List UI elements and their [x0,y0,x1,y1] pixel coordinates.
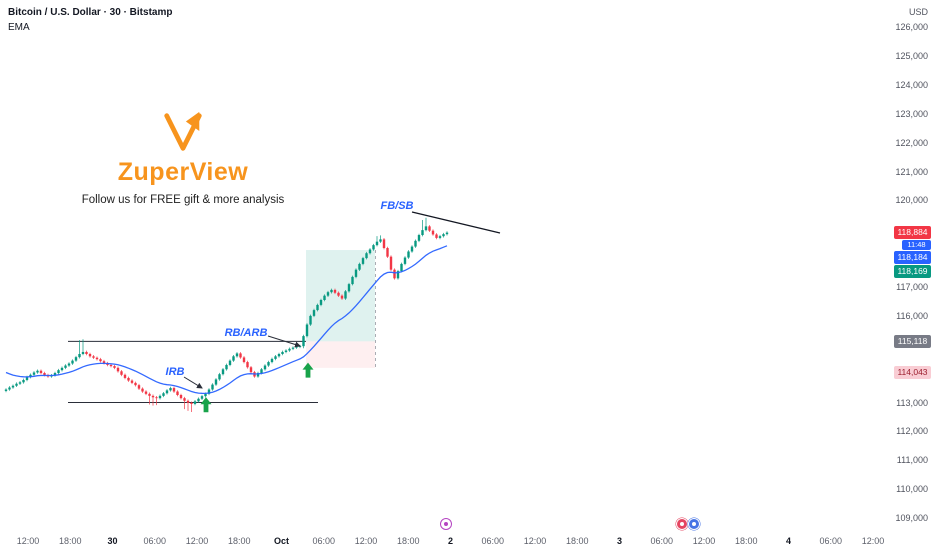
candles [4,217,449,413]
time-axis-label: 2 [447,536,454,546]
brand-tagline: Follow us for FREE gift & more analysis [81,194,285,206]
price-axis-label: 113,000 [896,397,928,408]
time-axis-label: 12:00 [861,536,885,546]
price-axis-label: 124,000 [895,79,928,90]
ema-line[interactable] [5,245,448,395]
time-axis-label: 06:00 [143,536,167,546]
time-axis-label: 30 [107,536,118,546]
time-axis-label: 12:00 [354,536,378,546]
zuperview-logo-icon [164,111,202,151]
buy-arrow-icon[interactable] [302,362,314,378]
price-axis-label: 116,000 [896,310,928,321]
time-axis-label: 3 [616,536,623,546]
time-axis[interactable]: 12:00 18:00 30 06:00 12:00 18:00 Oct 06:00 12:00… [0,535,932,550]
price-axis-label: 121,000 [895,166,928,177]
indicator-legend-ema[interactable]: EMA [8,22,30,33]
economic-event-icon[interactable] [676,518,688,530]
price-axis-label: 122,000 [895,137,928,148]
price-axis-label: 123,000 [895,108,928,119]
annotation-arrow [267,335,301,348]
price-axis-label: 126,000 [895,22,928,33]
price-axis-label: 110,000 [896,484,928,495]
indicator-price-tag: 118,169 [894,265,931,279]
symbol-legend: Bitcoin / U.S. Dollar · 30 · Bitstamp EM… [8,7,172,33]
time-axis-label: 18:00 [396,536,420,546]
time-axis-label: 18:00 [58,536,82,546]
time-axis-label: 06:00 [312,536,336,546]
time-axis-label: 12:00 [185,536,209,546]
risk-zone-red[interactable] [306,341,375,368]
price-axis-label: 109,000 [895,513,928,523]
time-axis-label: 18:00 [734,536,758,546]
symbol-title[interactable]: Bitcoin / U.S. Dollar · 30 · Bitstamp [8,7,173,18]
brand-watermark: ZuperView Follow us for FREE gift & more… [68,108,298,206]
price-axis-label: 111,000 [896,455,928,466]
level-price-tag: 115,118 [894,334,931,348]
time-axis-label: 12:00 [16,536,40,546]
economic-event-icon[interactable] [688,518,700,530]
fb-sb-label[interactable]: FB/SB [381,200,414,212]
demand-zone-green[interactable] [306,250,375,342]
price-axis-label: 117,000 [896,282,928,292]
trendline[interactable] [411,211,501,234]
price-axis-label: 120,000 [895,195,928,206]
last-price-tag: 118,884 [894,226,931,240]
price-axis-label: 125,000 [895,51,928,61]
time-axis-label: Oct [273,536,290,546]
irb-label[interactable]: IRB [166,366,185,378]
rb-arb-label[interactable]: RB/ARB [225,327,268,339]
ema-price-tag: 118,184 [894,251,931,265]
time-axis-label: 12:00 [523,536,547,546]
price-axis-label: 112,000 [896,426,928,437]
time-axis-label: 18:00 [565,536,589,546]
alert-price-tag: 114,043 [894,365,931,379]
idea-marker-icon[interactable] [440,518,452,530]
time-axis-label: 06:00 [481,536,505,546]
price-axis[interactable]: USD 126,000 125,000 124,000 123,000 122,000 1… [895,0,932,532]
time-axis-label: 18:00 [227,536,251,546]
time-axis-label: 4 [785,536,792,546]
time-axis-label: 06:00 [650,536,674,546]
buy-arrow-icon[interactable] [200,397,212,413]
time-axis-label: 12:00 [692,536,716,546]
brand-name: ZuperView [117,158,249,186]
time-axis-label: 06:00 [819,536,843,546]
bar-countdown-tag: 11:48 [902,240,931,251]
annotation-arrow [183,376,203,389]
currency-label: USD [908,7,928,17]
